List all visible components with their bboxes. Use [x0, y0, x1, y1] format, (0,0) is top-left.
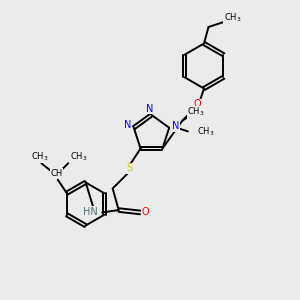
Text: CH$_3$: CH$_3$ — [197, 125, 215, 138]
Text: HN: HN — [83, 206, 98, 217]
Text: N: N — [146, 104, 154, 114]
Text: N: N — [124, 120, 131, 130]
Text: CH$_3$: CH$_3$ — [70, 150, 87, 163]
Text: CH$_3$: CH$_3$ — [31, 150, 49, 163]
Text: S: S — [126, 163, 132, 173]
Text: CH: CH — [50, 169, 62, 178]
Text: CH$_3$: CH$_3$ — [187, 106, 205, 118]
Text: O: O — [142, 207, 149, 218]
Text: N: N — [172, 121, 179, 131]
Text: CH$_3$: CH$_3$ — [224, 12, 241, 24]
Text: O: O — [194, 99, 201, 109]
